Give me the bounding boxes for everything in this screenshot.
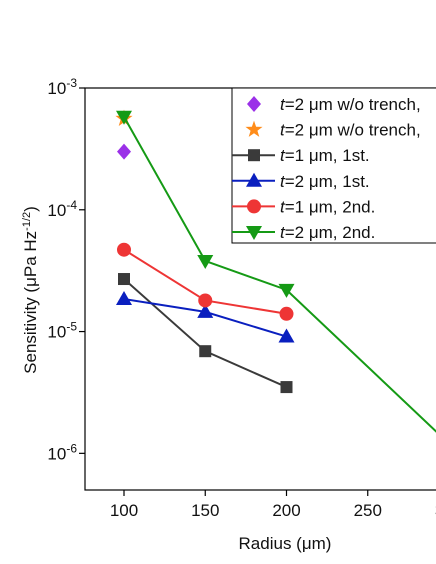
legend-label: t=2 μm w/o trench, [280,121,421,140]
legend-label: t=2 μm, 2nd. [280,223,375,242]
y-axis-label: Sensitivity (μPa Hz-1/2) [21,206,40,374]
x-tick-label: 100 [110,501,138,520]
marker [279,306,294,321]
x-tick-label: 200 [272,501,300,520]
marker [197,254,214,269]
legend-box [231,87,436,244]
marker [246,172,262,187]
legend-label: t=2 μm w/o trench, [280,95,421,114]
marker [245,120,263,137]
marker [246,226,262,240]
y-tick-label: 10-6 [47,441,77,463]
legend-label: t=1 μm, 2nd. [280,197,375,216]
x-tick-label: 250 [354,501,382,520]
marker [278,328,295,343]
marker [248,149,260,162]
marker [280,381,293,394]
marker [278,283,295,298]
marker [116,291,132,306]
x-tick-label: 150 [191,501,219,520]
legend-label: t=1 μm, 1st. [280,146,370,165]
series-line [123,116,436,433]
marker [197,303,214,318]
y-tick-label: 10-5 [47,320,77,342]
legend-label: t=2 μm, 1st. [280,172,370,191]
marker [199,345,212,358]
y-tick-label: 10-3 [47,76,77,98]
marker [117,143,131,160]
marker [118,273,130,286]
marker [117,242,131,257]
marker [116,110,132,125]
marker [247,96,261,112]
x-axis-label: Radius (μm) [239,534,332,553]
y-tick-label: 10-4 [47,198,77,220]
x-tick-label: 300 [435,501,436,520]
marker [247,199,261,214]
marker [198,293,213,308]
